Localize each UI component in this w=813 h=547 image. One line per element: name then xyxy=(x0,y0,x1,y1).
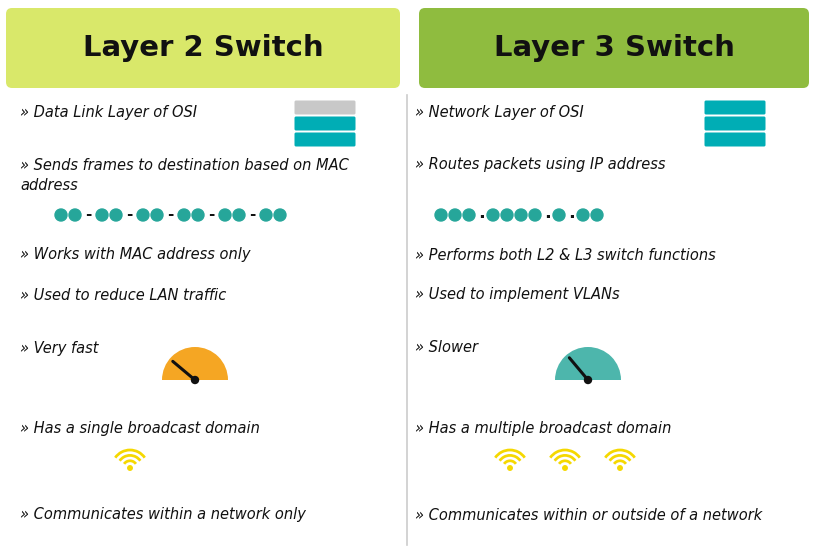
Text: » Network Layer of OSI: » Network Layer of OSI xyxy=(415,104,584,119)
FancyBboxPatch shape xyxy=(294,132,355,147)
Circle shape xyxy=(178,209,190,221)
Circle shape xyxy=(618,465,622,470)
FancyBboxPatch shape xyxy=(705,132,766,147)
Circle shape xyxy=(435,209,447,221)
Circle shape xyxy=(591,209,603,221)
Text: » Data Link Layer of OSI: » Data Link Layer of OSI xyxy=(20,104,197,119)
Circle shape xyxy=(487,209,499,221)
Circle shape xyxy=(96,209,108,221)
Circle shape xyxy=(274,209,286,221)
Circle shape xyxy=(192,209,204,221)
Text: » Used to reduce LAN traffic: » Used to reduce LAN traffic xyxy=(20,288,226,302)
Text: .: . xyxy=(478,204,485,222)
Circle shape xyxy=(55,209,67,221)
Circle shape xyxy=(463,209,475,221)
Circle shape xyxy=(219,209,231,221)
Text: » Has a multiple broadcast domain: » Has a multiple broadcast domain xyxy=(415,421,672,435)
Text: address: address xyxy=(20,177,78,193)
FancyBboxPatch shape xyxy=(294,117,355,131)
Circle shape xyxy=(128,465,133,470)
Text: » Sends frames to destination based on MAC: » Sends frames to destination based on M… xyxy=(20,158,349,172)
FancyBboxPatch shape xyxy=(705,117,766,131)
Wedge shape xyxy=(162,347,228,380)
Circle shape xyxy=(233,209,245,221)
Text: » Works with MAC address only: » Works with MAC address only xyxy=(20,247,250,263)
Wedge shape xyxy=(555,347,621,380)
Circle shape xyxy=(508,465,512,470)
Text: -: - xyxy=(85,207,91,222)
Text: .: . xyxy=(568,204,575,222)
Text: » Very fast: » Very fast xyxy=(20,340,98,356)
Text: Layer 2 Switch: Layer 2 Switch xyxy=(83,34,324,62)
Text: » Slower: » Slower xyxy=(415,340,478,356)
Circle shape xyxy=(449,209,461,221)
Text: » Has a single broadcast domain: » Has a single broadcast domain xyxy=(20,421,260,435)
Text: Layer 3 Switch: Layer 3 Switch xyxy=(493,34,734,62)
Circle shape xyxy=(501,209,513,221)
Text: -: - xyxy=(126,207,133,222)
Circle shape xyxy=(553,209,565,221)
Text: » Performs both L2 & L3 switch functions: » Performs both L2 & L3 switch functions xyxy=(415,247,715,263)
FancyBboxPatch shape xyxy=(705,101,766,114)
FancyBboxPatch shape xyxy=(294,101,355,114)
Text: » Routes packets using IP address: » Routes packets using IP address xyxy=(415,158,666,172)
Text: .: . xyxy=(544,204,551,222)
Circle shape xyxy=(529,209,541,221)
Text: -: - xyxy=(167,207,173,222)
Text: » Communicates within a network only: » Communicates within a network only xyxy=(20,508,306,522)
Circle shape xyxy=(515,209,527,221)
Circle shape xyxy=(192,376,198,383)
Circle shape xyxy=(110,209,122,221)
Circle shape xyxy=(585,376,592,383)
Circle shape xyxy=(563,465,567,470)
Text: » Communicates within or outside of a network: » Communicates within or outside of a ne… xyxy=(415,508,763,522)
Circle shape xyxy=(69,209,81,221)
Circle shape xyxy=(260,209,272,221)
Circle shape xyxy=(151,209,163,221)
Text: -: - xyxy=(208,207,215,222)
FancyBboxPatch shape xyxy=(419,8,809,88)
Circle shape xyxy=(137,209,149,221)
Circle shape xyxy=(577,209,589,221)
FancyBboxPatch shape xyxy=(6,8,400,88)
Text: -: - xyxy=(249,207,255,222)
Text: » Used to implement VLANs: » Used to implement VLANs xyxy=(415,288,620,302)
